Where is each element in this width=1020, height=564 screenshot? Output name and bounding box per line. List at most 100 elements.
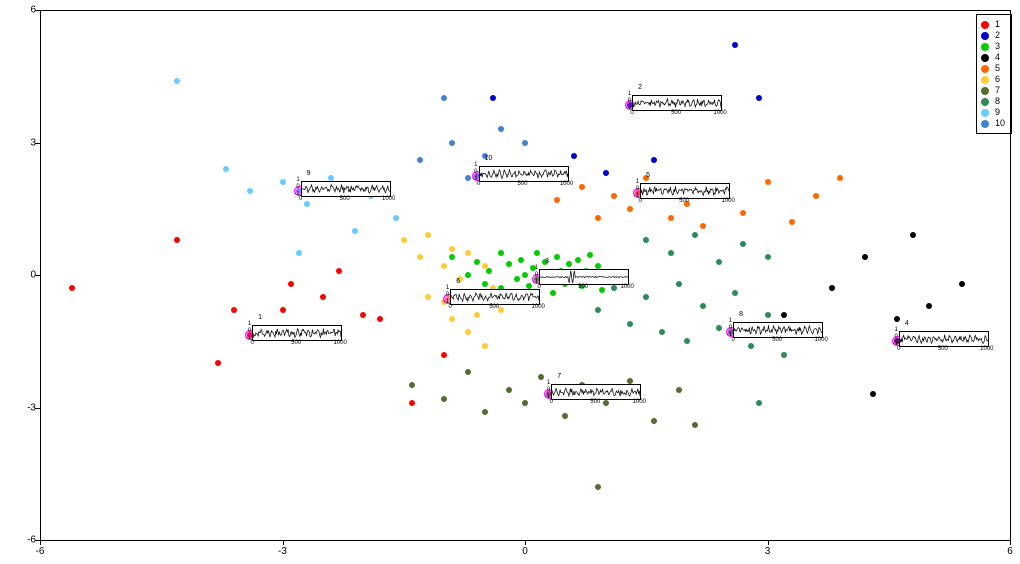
legend-label: 3 xyxy=(995,41,1000,52)
scatter-point xyxy=(732,42,738,48)
inset-signal: 3-10105001000 xyxy=(539,265,629,293)
scatter-point xyxy=(538,374,544,380)
scatter-point xyxy=(781,352,787,358)
scatter-point xyxy=(522,140,528,146)
scatter-point xyxy=(514,276,520,282)
xtick-label: -3 xyxy=(278,546,287,557)
ytick-label: 3 xyxy=(18,137,36,148)
legend-label: 1 xyxy=(995,19,1000,30)
scatter-point xyxy=(498,126,504,132)
scatter-point xyxy=(716,325,722,331)
scatter-point xyxy=(288,281,294,287)
scatter-point xyxy=(320,294,326,300)
inset-signal-path xyxy=(480,169,568,178)
legend-label: 8 xyxy=(995,96,1000,107)
scatter-point xyxy=(441,95,447,101)
ytick-label: 0 xyxy=(18,270,36,281)
scatter-point xyxy=(692,232,698,238)
scatter-point xyxy=(789,219,795,225)
scatter-point xyxy=(449,254,455,260)
inset-xtick-label: 500 xyxy=(489,304,499,310)
scatter-point xyxy=(781,312,787,318)
inset-signal-svg xyxy=(641,184,729,198)
legend-row: 6 xyxy=(981,74,1005,85)
scatter-point xyxy=(518,257,524,263)
inset-ytick-label: 0 xyxy=(723,325,732,331)
scatter-point xyxy=(575,257,581,263)
scatter-point xyxy=(554,197,560,203)
scatter-point xyxy=(700,223,706,229)
inset-ytick-label: 0 xyxy=(630,186,639,192)
scatter-point xyxy=(223,166,229,172)
inset-signal-path xyxy=(552,388,640,396)
inset-xtick-label: 1000 xyxy=(382,196,395,202)
axis-right xyxy=(1010,10,1011,540)
inset-xtick-label: 500 xyxy=(938,346,948,352)
inset-signal-svg xyxy=(540,270,628,284)
legend-row: 1 xyxy=(981,19,1005,30)
inset-box xyxy=(899,331,989,347)
inset-signal-path xyxy=(253,328,341,337)
inset-ytick-label: 1 xyxy=(889,327,898,333)
inset-title: 4 xyxy=(905,320,909,327)
scatter-point xyxy=(676,387,682,393)
scatter-point xyxy=(862,254,868,260)
inset-box xyxy=(640,183,730,199)
scatter-point xyxy=(756,400,762,406)
inset-signal-svg xyxy=(480,167,568,181)
xtick-label: 3 xyxy=(765,546,771,557)
inset-signal-path xyxy=(900,335,988,344)
scatter-point xyxy=(506,387,512,393)
scatter-point xyxy=(837,175,843,181)
inset-title: 8 xyxy=(739,311,743,318)
inset-box xyxy=(539,269,629,285)
inset-xtick-label: 0 xyxy=(449,304,452,310)
scatter-point xyxy=(449,316,455,322)
scatter-point xyxy=(231,307,237,313)
scatter-point xyxy=(756,95,762,101)
xtick-label: 0 xyxy=(522,546,528,557)
scatter-point xyxy=(490,95,496,101)
legend-swatch xyxy=(981,32,989,40)
scatter-point xyxy=(603,170,609,176)
scatter-point xyxy=(522,272,528,278)
scatter-point xyxy=(595,215,601,221)
scatter-plot-figure: 12345678910 -6-3036-6-30361-101050010002… xyxy=(0,0,1020,564)
scatter-point xyxy=(643,237,649,243)
scatter-point xyxy=(482,263,488,269)
scatter-point xyxy=(910,232,916,238)
inset-ytick-label: 1 xyxy=(440,285,449,291)
scatter-point xyxy=(668,215,674,221)
scatter-point xyxy=(425,294,431,300)
legend-row: 8 xyxy=(981,96,1005,107)
scatter-point xyxy=(765,179,771,185)
scatter-point xyxy=(336,268,342,274)
scatter-point xyxy=(579,184,585,190)
scatter-point xyxy=(684,338,690,344)
inset-signal-path xyxy=(540,271,628,283)
axis-left xyxy=(40,10,41,540)
inset-ytick-label: 1 xyxy=(723,318,732,324)
scatter-point xyxy=(554,254,560,260)
xtick xyxy=(1010,540,1011,545)
inset-signal-path xyxy=(641,187,729,196)
inset-title: 5 xyxy=(646,172,650,179)
legend-label: 2 xyxy=(995,30,1000,41)
ytick-label: -6 xyxy=(18,535,36,546)
inset-ytick-label: 1 xyxy=(541,380,550,386)
scatter-point xyxy=(659,329,665,335)
inset-title: 7 xyxy=(557,373,561,380)
legend-row: 4 xyxy=(981,52,1005,63)
scatter-point xyxy=(498,250,504,256)
inset-signal: 4-10105001000 xyxy=(899,327,989,355)
scatter-point xyxy=(506,261,512,267)
inset-xtick-label: 500 xyxy=(671,110,681,116)
legend-label: 4 xyxy=(995,52,1000,63)
inset-ytick-label: 0 xyxy=(291,184,300,190)
inset-ytick-label: 1 xyxy=(529,265,538,271)
inset-signal: 1-10105001000 xyxy=(252,321,342,349)
scatter-point xyxy=(587,252,593,258)
scatter-point xyxy=(829,285,835,291)
inset-xtick-label: 1000 xyxy=(814,337,827,343)
inset-xtick-label: 0 xyxy=(638,198,641,204)
